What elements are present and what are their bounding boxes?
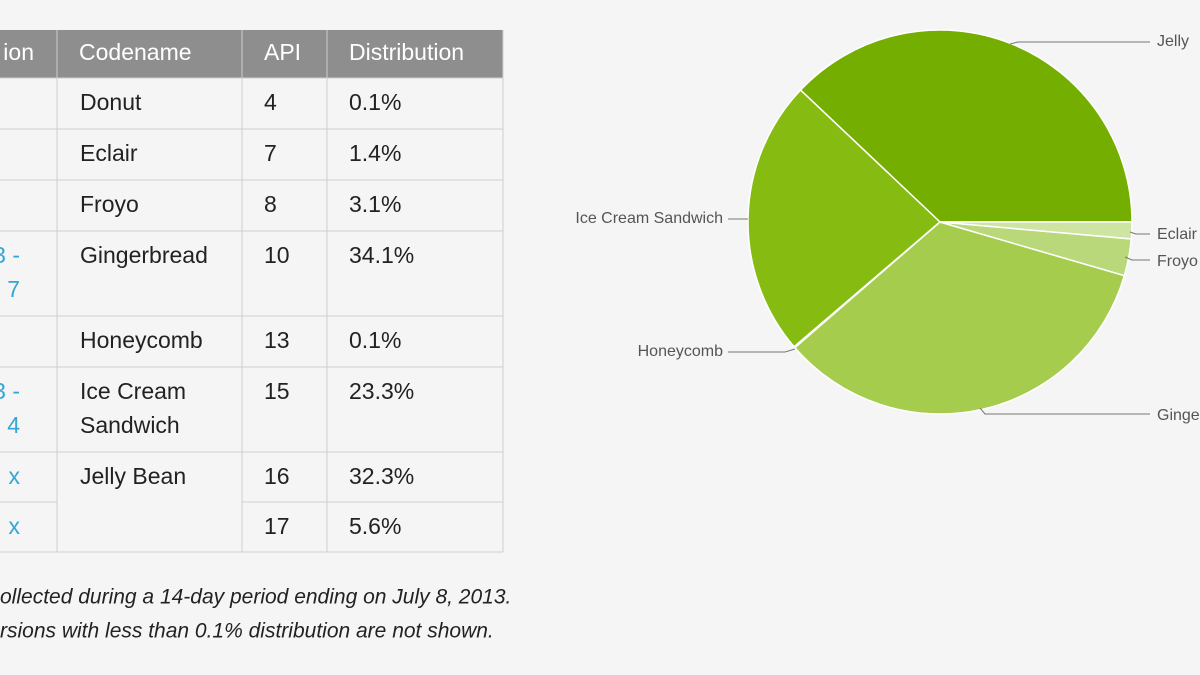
leader-line (1129, 231, 1150, 235)
column-header: Distribution (349, 39, 464, 65)
codename-cell: Ice Cream (80, 378, 186, 404)
distribution-cell: 3.1% (349, 191, 401, 217)
pie-label: Ice Cream Sandwich (575, 210, 723, 227)
footnote: ollected during a 14-day period ending o… (0, 586, 511, 609)
distribution-cell: 5.6% (349, 513, 401, 539)
codename-cell: Eclair (80, 140, 138, 166)
column-header: Codename (79, 39, 192, 65)
distribution-cell: 34.1% (349, 242, 414, 268)
leader-line (979, 407, 1150, 415)
footnote: rsions with less than 0.1% distribution … (0, 620, 494, 643)
pie-label: Eclair (1157, 226, 1198, 243)
codename-cell: Sandwich (80, 412, 180, 438)
pie-label: Froyo (1157, 253, 1198, 270)
api-cell: 17 (264, 513, 290, 539)
codename-cell: Honeycomb (80, 327, 203, 353)
version-cell: 3 - (0, 242, 20, 268)
pie-label: Honeycomb (638, 343, 723, 360)
version-cell: x (9, 463, 21, 489)
leader-line (728, 348, 796, 353)
leader-line (1009, 41, 1150, 45)
codename-cell: Gingerbread (80, 242, 208, 268)
distribution-cell: 32.3% (349, 463, 414, 489)
api-cell: 15 (264, 378, 290, 404)
distribution-cell: 0.1% (349, 327, 401, 353)
api-cell: 10 (264, 242, 290, 268)
distribution-cell: 1.4% (349, 140, 401, 166)
leader-line (1124, 256, 1150, 261)
api-cell: 16 (264, 463, 290, 489)
distribution-cell: 0.1% (349, 89, 401, 115)
distribution-cell: 23.3% (349, 378, 414, 404)
column-header: API (264, 39, 301, 65)
api-cell: 7 (264, 140, 277, 166)
version-cell: 3 - (0, 378, 20, 404)
table-header-bg (0, 30, 503, 78)
codename-cell: Donut (80, 89, 142, 115)
codename-cell: Froyo (80, 191, 139, 217)
pie-label: Ginge (1157, 407, 1200, 424)
pie-label: Jelly (1157, 33, 1189, 50)
column-header: ion (3, 39, 34, 65)
version-cell: x (9, 513, 21, 539)
api-cell: 8 (264, 191, 277, 217)
api-cell: 13 (264, 327, 290, 353)
pie-slice (939, 221, 1133, 240)
codename-cell: Jelly Bean (80, 463, 186, 489)
pie-slice (747, 88, 942, 348)
api-cell: 4 (264, 89, 277, 115)
version-cell: 4 (7, 412, 20, 438)
version-cell: 7 (7, 276, 20, 302)
